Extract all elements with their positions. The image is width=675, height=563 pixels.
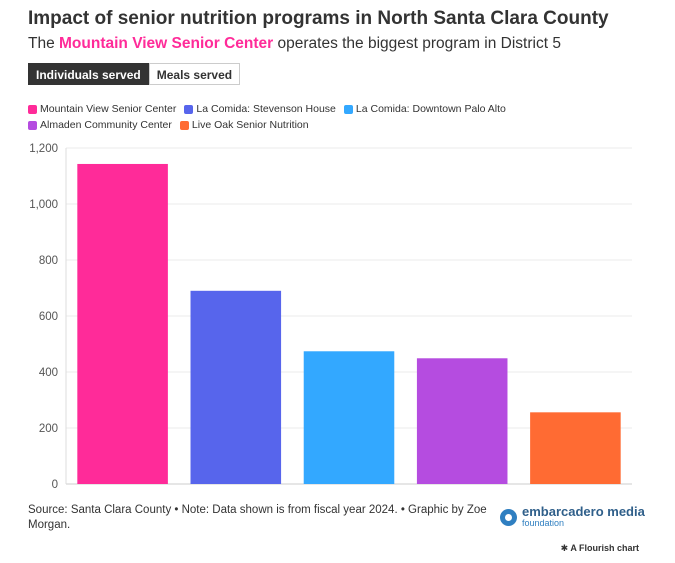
- flourish-asterisk-icon: ✱: [560, 543, 569, 553]
- legend-swatch: [28, 104, 37, 114]
- tab-meals-served[interactable]: Meals served: [148, 63, 241, 85]
- bar[interactable]: [303, 351, 395, 484]
- legend-label: Mountain View Senior Center: [40, 103, 177, 115]
- legend-swatch: [28, 120, 37, 130]
- y-tick-label: 0: [52, 479, 58, 491]
- bar[interactable]: [190, 290, 282, 484]
- y-tick-label: 1,000: [29, 199, 58, 211]
- legend-item[interactable]: La Comida: Downtown Palo Alto: [343, 102, 506, 116]
- flourish-credit[interactable]: ✱ A Flourish chart: [561, 543, 639, 554]
- subtitle-highlight: Mountain View Senior Center: [59, 35, 274, 52]
- brand-sub: foundation: [522, 518, 565, 528]
- chart-legend: Mountain View Senior Center La Comida: St…: [28, 102, 588, 132]
- chart-title: Impact of senior nutrition programs in N…: [28, 8, 609, 29]
- source-note: Source: Santa Clara County • Note: Data …: [28, 504, 487, 531]
- subtitle-suffix: operates the biggest program in District…: [273, 35, 561, 52]
- bar-chart: 0 200 400 600 800 1,000 1,200: [29, 143, 632, 491]
- legend-item[interactable]: Almaden Community Center: [28, 118, 172, 132]
- bar[interactable]: [530, 412, 621, 484]
- legend-swatch: [179, 120, 189, 130]
- legend-swatch: [343, 104, 353, 114]
- subtitle-prefix: The: [28, 35, 60, 52]
- y-tick-label: 400: [39, 367, 58, 379]
- flourish-credit-label: A Flourish chart: [570, 543, 639, 553]
- legend-item[interactable]: La Comida: Stevenson House: [184, 102, 336, 116]
- y-tick-label: 200: [39, 423, 58, 435]
- brand-logo[interactable]: embarcadero media foundation: [500, 505, 645, 529]
- bar[interactable]: [416, 358, 508, 484]
- legend-swatch: [184, 104, 194, 114]
- embarcadero-logo-icon: [500, 508, 517, 526]
- legend-label: La Comida: Downtown Palo Alto: [355, 103, 506, 115]
- y-tick-label: 800: [39, 255, 58, 267]
- legend-label: Almaden Community Center: [40, 119, 172, 131]
- legend-label: Live Oak Senior Nutrition: [191, 119, 309, 131]
- legend-item[interactable]: Live Oak Senior Nutrition: [179, 118, 309, 132]
- y-tick-label: 1,200: [29, 143, 58, 155]
- view-toggle: Individuals served Meals served: [28, 63, 241, 85]
- legend-item[interactable]: Mountain View Senior Center: [28, 102, 176, 116]
- brand-name: embarcadero media: [522, 504, 645, 519]
- legend-label: La Comida: Stevenson House: [196, 103, 336, 115]
- tab-individuals-served[interactable]: Individuals served: [28, 63, 149, 85]
- chart-subtitle: The Mountain View Senior Center operates…: [28, 35, 561, 53]
- bar[interactable]: [77, 163, 168, 484]
- y-tick-label: 600: [39, 311, 58, 323]
